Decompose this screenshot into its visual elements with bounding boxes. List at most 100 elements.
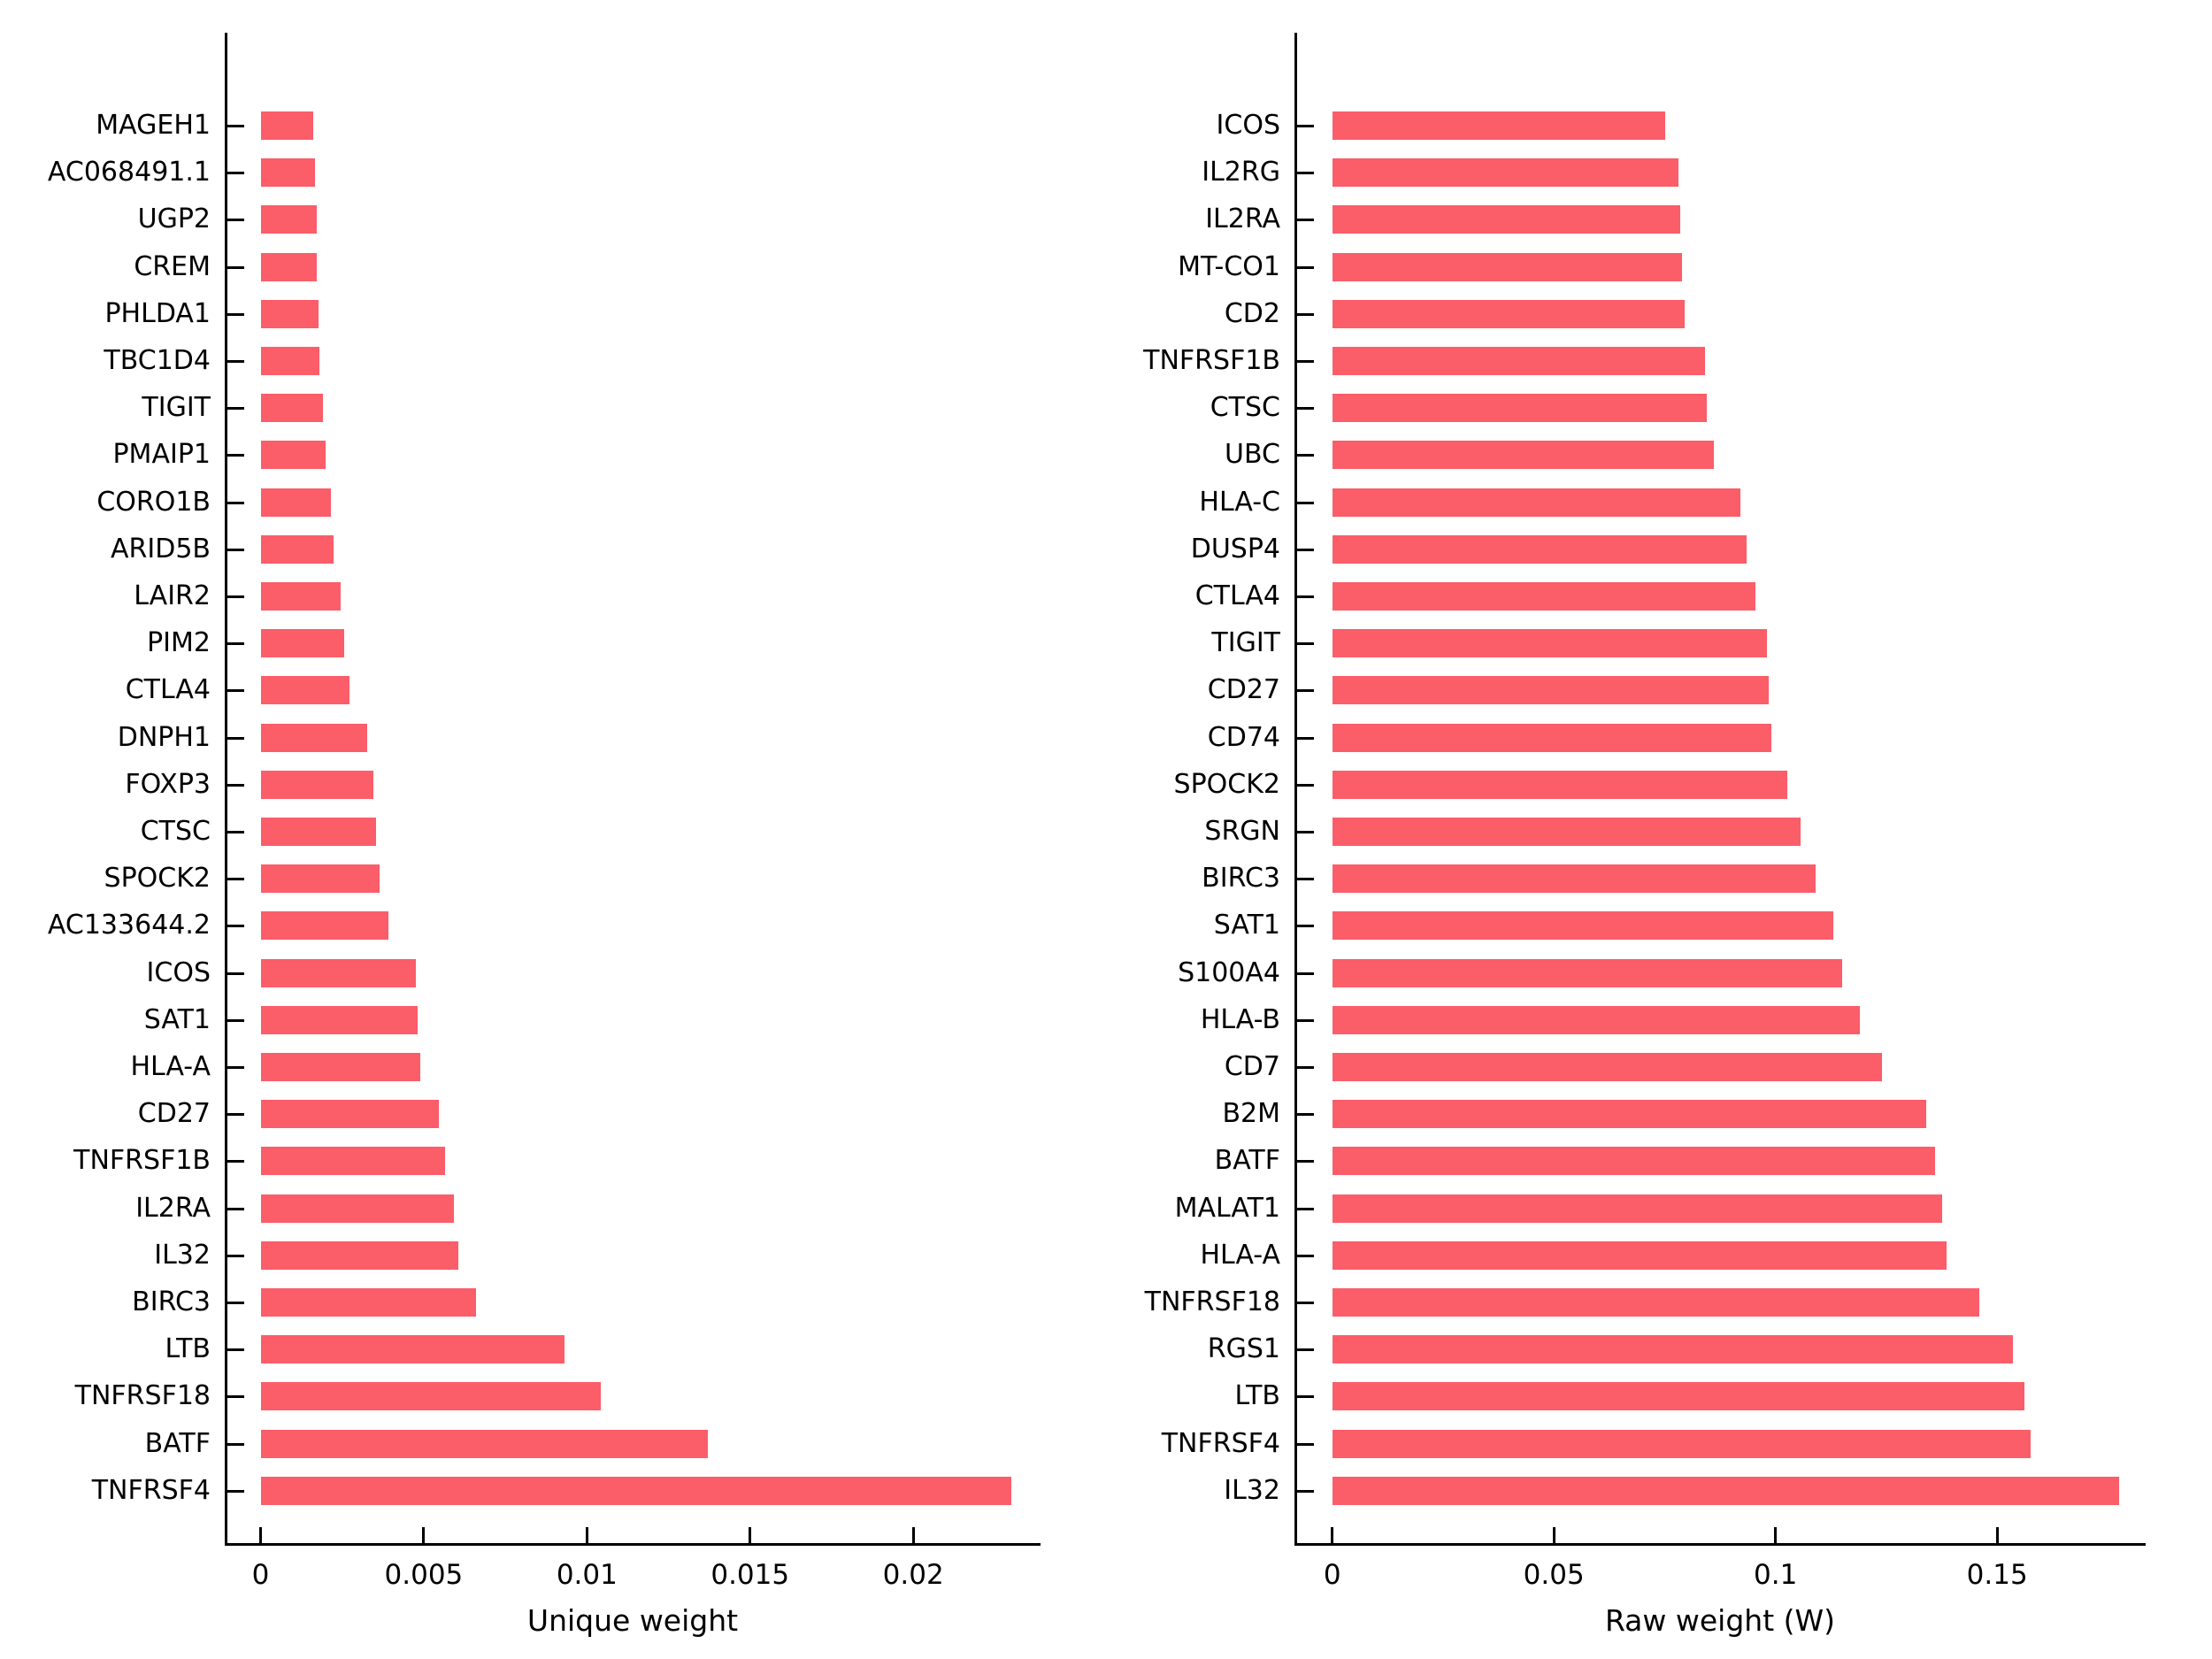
y-tick-mark xyxy=(227,548,244,551)
y-tick-mark xyxy=(227,1018,244,1022)
bar xyxy=(260,818,376,846)
y-tick-label: CD74 xyxy=(1207,721,1280,753)
bar xyxy=(260,347,319,375)
y-tick-mark xyxy=(227,689,244,693)
y-tick-label: TNFRSF1B xyxy=(1143,345,1280,376)
y-tick-label: CD2 xyxy=(1224,297,1280,329)
x-tick-label: 0.01 xyxy=(556,1559,618,1591)
y-axis-spine xyxy=(1294,33,1297,1546)
x-tick-label: 0.15 xyxy=(1966,1559,2028,1591)
x-tick-mark xyxy=(749,1527,752,1543)
x-tick-mark xyxy=(1552,1527,1555,1543)
y-tick-label: IL32 xyxy=(154,1239,211,1271)
y-tick-mark xyxy=(227,1442,244,1446)
bar xyxy=(1332,158,1678,188)
y-tick-mark xyxy=(227,501,244,504)
y-tick-mark xyxy=(1297,783,1314,787)
y-tick-mark xyxy=(1297,312,1314,316)
bar xyxy=(260,1100,439,1129)
y-tick-mark xyxy=(227,1113,244,1117)
x-tick-mark xyxy=(585,1527,588,1543)
x-tick-mark xyxy=(1995,1527,1999,1543)
y-tick-label: TNFRSF4 xyxy=(1161,1427,1280,1459)
bar xyxy=(260,252,317,281)
bar xyxy=(260,1194,454,1223)
y-tick-mark xyxy=(1297,360,1314,363)
bar xyxy=(260,205,317,234)
y-tick-label: MALAT1 xyxy=(1174,1192,1280,1224)
y-tick-label: PHLDA1 xyxy=(104,297,211,329)
bar xyxy=(260,534,334,564)
bar xyxy=(1332,1429,2031,1458)
bar xyxy=(260,488,331,517)
y-tick-label: SRGN xyxy=(1204,816,1280,847)
bar xyxy=(260,1053,420,1081)
y-tick-mark xyxy=(1297,972,1314,975)
bar xyxy=(260,1288,476,1317)
y-tick-label: UGP2 xyxy=(137,204,211,235)
y-tick-label: HLA-A xyxy=(1200,1239,1280,1271)
y-tick-label: CREM xyxy=(134,250,211,282)
y-tick-mark xyxy=(227,1066,244,1069)
bar xyxy=(260,864,380,894)
y-tick-mark xyxy=(1297,1066,1314,1069)
y-tick-label: BIRC3 xyxy=(132,1286,211,1317)
y-tick-mark xyxy=(1297,1489,1314,1493)
y-tick-mark xyxy=(1297,219,1314,222)
y-tick-label: BIRC3 xyxy=(1202,863,1280,895)
y-tick-mark xyxy=(1297,878,1314,881)
bar xyxy=(260,1382,601,1411)
bar xyxy=(260,299,319,328)
y-tick-label: CD7 xyxy=(1224,1051,1280,1082)
bar xyxy=(1332,299,1685,328)
bar xyxy=(1332,1053,1882,1081)
bar xyxy=(1332,1005,1860,1034)
y-tick-mark xyxy=(227,1160,244,1164)
y-tick-label: TNFRSF18 xyxy=(1144,1286,1280,1317)
y-tick-mark xyxy=(1297,595,1314,598)
bar xyxy=(260,676,349,705)
y-tick-label: MT-CO1 xyxy=(1178,250,1280,282)
bar xyxy=(1332,1100,1926,1129)
y-tick-label: CTSC xyxy=(140,816,211,847)
y-tick-label: TIGIT xyxy=(142,392,211,424)
y-tick-label: BATF xyxy=(1214,1145,1280,1177)
y-axis-spine xyxy=(225,33,227,1546)
y-tick-mark xyxy=(227,407,244,411)
y-tick-label: HLA-B xyxy=(1200,1003,1280,1035)
y-tick-label: ARID5B xyxy=(111,533,211,565)
bar xyxy=(260,394,323,423)
y-tick-mark xyxy=(1297,831,1314,833)
bar xyxy=(1332,1382,2024,1411)
bar xyxy=(1332,347,1705,375)
y-tick-mark xyxy=(227,1489,244,1493)
y-tick-label: PIM2 xyxy=(147,627,211,659)
bar xyxy=(260,1240,458,1270)
x-tick-label: 0.015 xyxy=(710,1559,790,1591)
y-tick-mark xyxy=(227,219,244,222)
x-tick-mark xyxy=(1774,1527,1778,1543)
y-tick-mark xyxy=(227,1254,244,1257)
bar xyxy=(260,1476,1011,1505)
y-tick-label: IL2RA xyxy=(135,1192,211,1224)
y-tick-mark xyxy=(1297,1018,1314,1022)
y-tick-mark xyxy=(227,125,244,127)
y-tick-label: CD27 xyxy=(137,1098,211,1130)
bar xyxy=(260,1147,445,1176)
y-tick-label: ICOS xyxy=(1216,110,1280,141)
y-tick-mark xyxy=(227,172,244,175)
y-tick-mark xyxy=(227,360,244,363)
y-tick-mark xyxy=(227,736,244,740)
y-tick-mark xyxy=(1297,689,1314,693)
y-tick-mark xyxy=(1297,548,1314,551)
bar xyxy=(260,629,344,658)
y-tick-label: SPOCK2 xyxy=(1173,768,1280,800)
bar xyxy=(1332,1288,1979,1317)
y-tick-label: TNFRSF4 xyxy=(91,1474,211,1506)
y-tick-mark xyxy=(1297,1442,1314,1446)
left-x-axis-title: Unique weight xyxy=(526,1603,739,1638)
y-tick-label: IL32 xyxy=(1224,1474,1280,1506)
y-tick-label: BATF xyxy=(144,1427,211,1459)
